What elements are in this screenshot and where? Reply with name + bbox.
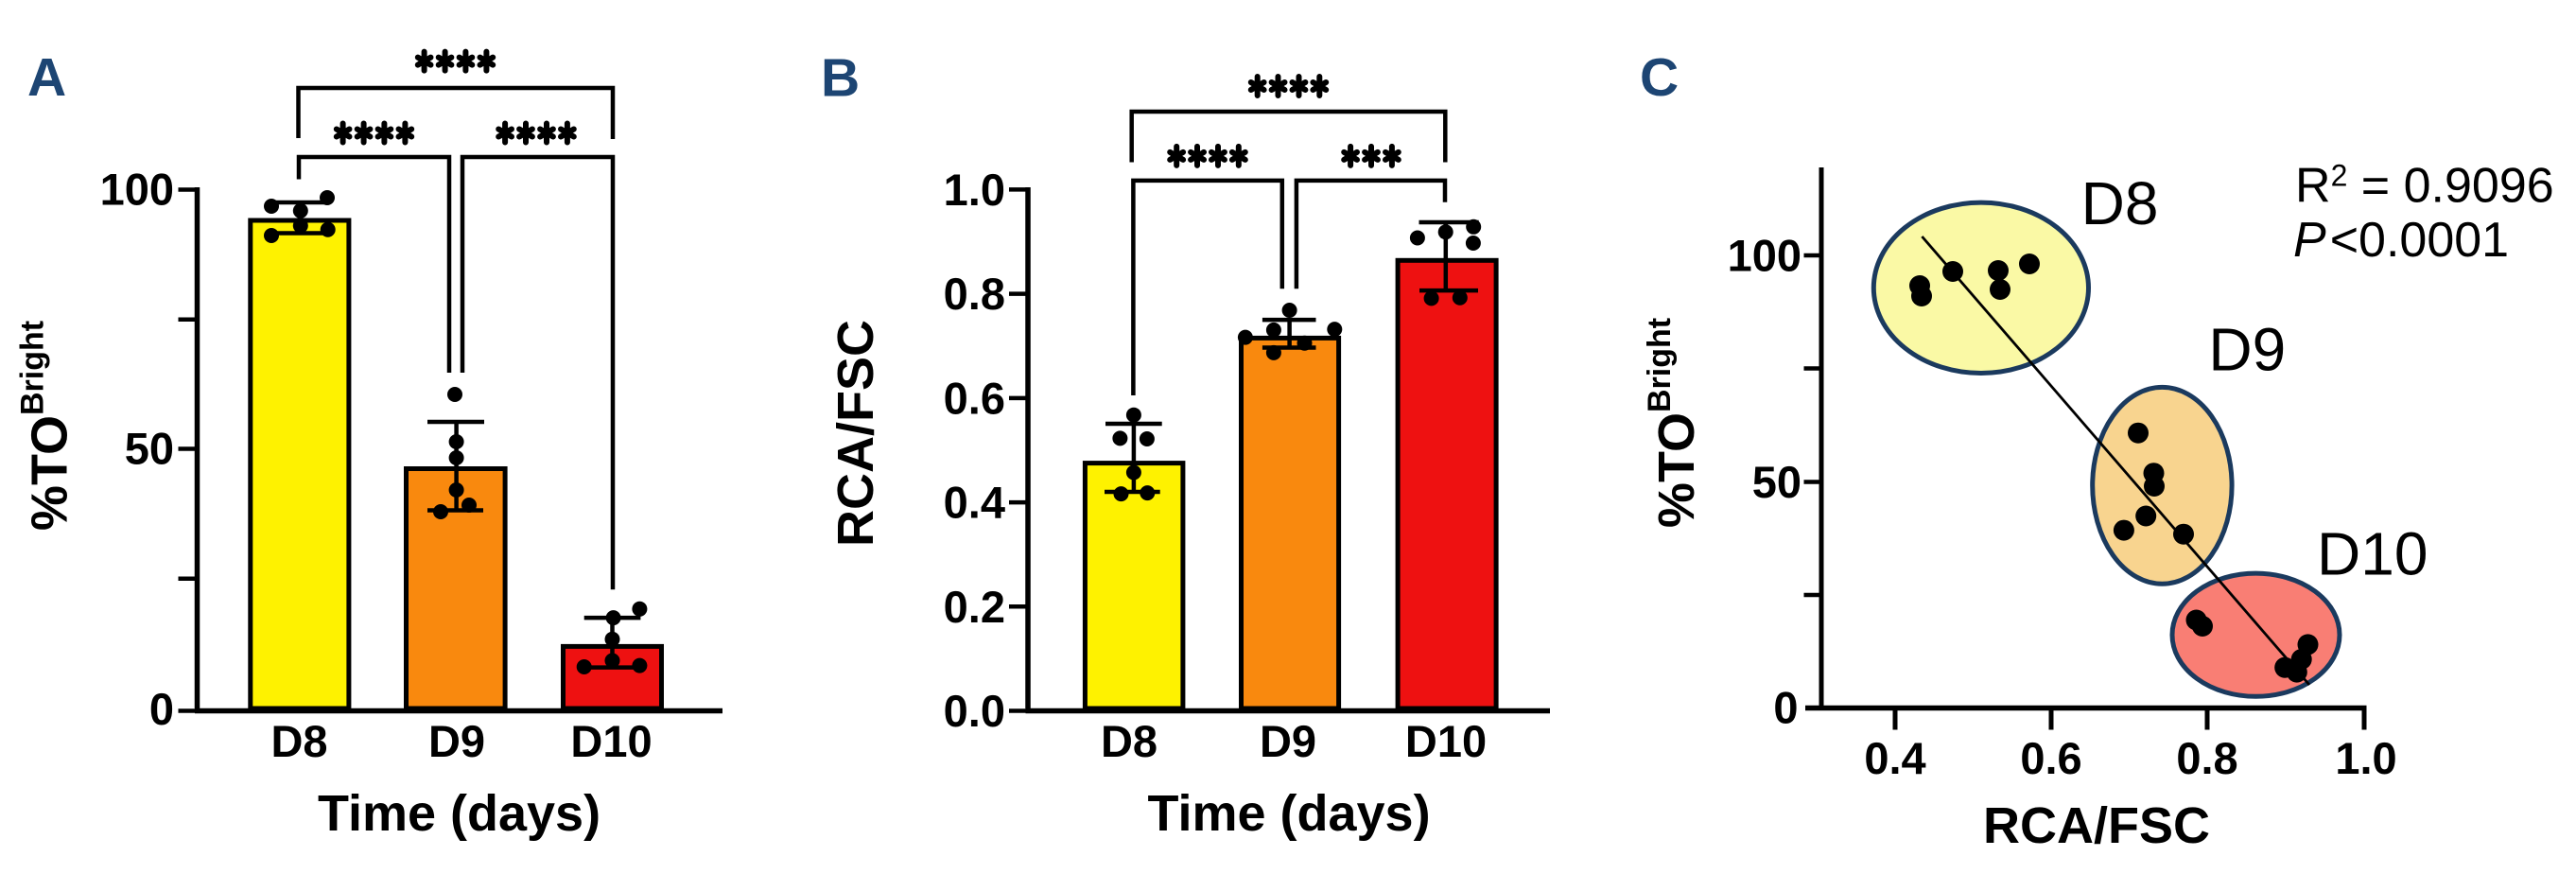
svg-text:C: C	[1640, 47, 1679, 108]
svg-text:D8: D8	[1101, 716, 1157, 766]
svg-text:0.4: 0.4	[944, 478, 1005, 528]
svg-text:B: B	[821, 48, 860, 109]
svg-text:D9: D9	[2208, 316, 2286, 384]
svg-text:D8: D8	[2081, 169, 2159, 237]
svg-text:D10: D10	[2317, 520, 2428, 588]
svg-text:0.6: 0.6	[2020, 733, 2081, 783]
svg-text:RCA/FSC: RCA/FSC	[1983, 797, 2210, 854]
svg-text:RCA/FSC: RCA/FSC	[827, 320, 884, 547]
svg-text:1.0: 1.0	[2335, 733, 2396, 783]
svg-text:0.6: 0.6	[944, 373, 1005, 423]
svg-text:100: 100	[1728, 231, 1801, 281]
svg-text:50: 50	[1752, 457, 1801, 507]
svg-text:0.8: 0.8	[2176, 733, 2237, 783]
svg-text:Time (days): Time (days)	[1147, 785, 1430, 842]
svg-text:D10: D10	[1405, 716, 1487, 766]
svg-text:0: 0	[149, 684, 174, 734]
svg-text:P<0.0001: P<0.0001	[2293, 213, 2509, 268]
svg-text:Time (days): Time (days)	[318, 785, 600, 842]
svg-text:1.0: 1.0	[944, 165, 1005, 215]
svg-text:0.0: 0.0	[944, 686, 1005, 736]
svg-text:D10: D10	[570, 716, 652, 766]
svg-text:D8: D8	[270, 716, 327, 766]
svg-text:0.4: 0.4	[1864, 733, 1925, 783]
svg-text:D9: D9	[428, 716, 485, 766]
svg-text:A: A	[27, 47, 66, 108]
svg-text:0.2: 0.2	[944, 582, 1005, 632]
svg-text:0: 0	[1773, 683, 1798, 733]
svg-text:100: 100	[100, 165, 174, 215]
svg-text:0.8: 0.8	[944, 269, 1005, 319]
svg-text:50: 50	[125, 424, 174, 474]
svg-text:D9: D9	[1260, 716, 1316, 766]
